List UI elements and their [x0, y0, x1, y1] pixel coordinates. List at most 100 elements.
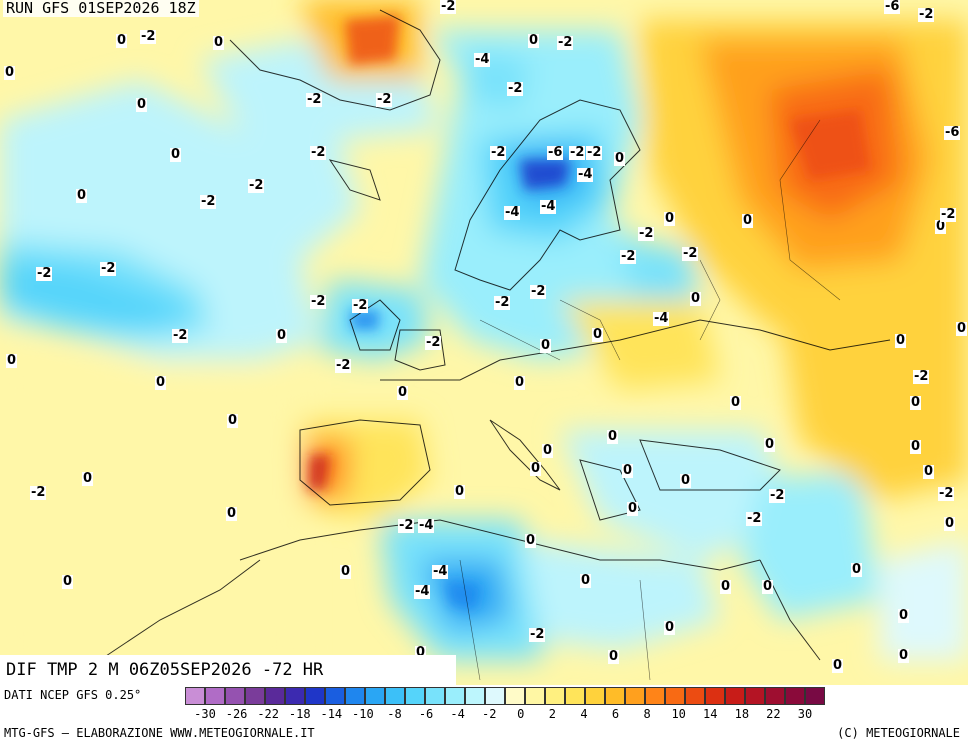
map-value-label: 0: [226, 506, 238, 521]
tick-label: -8: [387, 707, 402, 721]
map-value-label: -4: [414, 584, 431, 599]
tick-label: -30: [194, 707, 216, 721]
map-value-label: 0: [276, 328, 288, 343]
map-value-label: -2: [200, 194, 217, 209]
color-swatch: [745, 687, 765, 705]
map-value-label: 0: [742, 213, 754, 228]
map-value-label: -2: [913, 369, 930, 384]
color-swatch: [665, 687, 685, 705]
credit-left: MTG-GFS — ELABORAZIONE WWW.METEOGIORNALE…: [4, 726, 315, 740]
tick-label: -2: [481, 707, 497, 721]
map-value-label: 0: [116, 33, 128, 48]
map-value-label: 0: [4, 65, 16, 80]
tick-label: -26: [225, 707, 248, 721]
map-value-label: 0: [592, 327, 604, 342]
map-value-label: 0: [910, 395, 922, 410]
map-value-label: 0: [542, 443, 554, 458]
color-swatch: [285, 687, 305, 705]
field-title: DIF TMP 2 M 06Z05SEP2026 -72 HR: [0, 655, 456, 685]
color-swatch: [345, 687, 365, 705]
tick-label: 14: [703, 707, 718, 721]
map-value-label: -6: [547, 145, 564, 160]
map-value-label: 0: [227, 413, 239, 428]
map-value-label: 0: [622, 463, 634, 478]
color-swatch: [805, 687, 825, 705]
map-value-label: -2: [490, 145, 507, 160]
map-value-label: 0: [956, 321, 968, 336]
tick-label: 0: [517, 707, 525, 721]
map-value-label: -2: [172, 328, 189, 343]
map-value-label: 0: [762, 579, 774, 594]
map-value-label: -2: [248, 178, 265, 193]
color-swatch: [185, 687, 205, 705]
color-swatch: [425, 687, 445, 705]
map-value-label: 0: [155, 375, 167, 390]
map-value-label: 0: [627, 501, 639, 516]
map-value-label: -2: [569, 145, 586, 160]
map-value-label: -2: [938, 486, 955, 501]
map-value-label: -2: [682, 246, 699, 261]
map-value-label: 0: [608, 649, 620, 664]
map-value-label: -2: [530, 284, 547, 299]
map-value-label: -2: [638, 226, 655, 241]
map-value-label: 0: [514, 375, 526, 390]
map-value-label: 0: [82, 471, 94, 486]
map-value-label: -2: [425, 335, 442, 350]
map-value-label: -2: [310, 294, 327, 309]
credit-right: (C) METEOGIORNALE: [837, 726, 960, 740]
map-value-label: 0: [895, 333, 907, 348]
map-value-label: 0: [764, 437, 776, 452]
map-value-label: 0: [607, 429, 619, 444]
data-source: DATI NCEP GFS 0.25°: [4, 688, 142, 702]
map-value-label: 0: [213, 35, 225, 50]
map-value-label: 0: [136, 97, 148, 112]
color-swatch: [245, 687, 265, 705]
map-value-label: -2: [940, 207, 957, 222]
color-swatch: [765, 687, 785, 705]
map-value-label: 0: [340, 564, 352, 579]
map-value-label: -2: [507, 81, 524, 96]
map-value-label: -2: [494, 295, 511, 310]
color-swatch: [545, 687, 565, 705]
map-value-label: -6: [944, 125, 961, 140]
map-value-label: -2: [586, 145, 603, 160]
color-swatch: [605, 687, 625, 705]
map-value-label: -2: [529, 627, 546, 642]
tick-label: -14: [320, 707, 343, 721]
map-value-label: -2: [557, 35, 574, 50]
map-value-label: 0: [680, 473, 692, 488]
map-value-label: 0: [540, 338, 552, 353]
color-swatch: [325, 687, 345, 705]
color-swatch: [205, 687, 225, 705]
color-swatch: [405, 687, 425, 705]
map-value-label: 0: [76, 188, 88, 203]
tick-label: -6: [418, 707, 434, 721]
map-value-label: 0: [415, 645, 427, 660]
color-swatch: [705, 687, 725, 705]
map-value-label: -2: [310, 145, 327, 160]
footer: DATI NCEP GFS 0.25° -30 -26 -22 -18 -14 -10 -8…: [0, 685, 968, 745]
color-swatch: [445, 687, 465, 705]
tick-label: 22: [766, 707, 781, 721]
map-value-label: -4: [504, 205, 521, 220]
color-swatch: [225, 687, 245, 705]
tick-label: -22: [257, 707, 279, 721]
color-swatch: [265, 687, 285, 705]
map-value-label: -2: [30, 485, 47, 500]
map-value-label: 0: [170, 147, 182, 162]
map-value-label: -4: [418, 518, 435, 533]
map-value-label: -4: [432, 564, 449, 579]
map-value-label: -2: [398, 518, 415, 533]
color-swatch: [305, 687, 325, 705]
map-value-label: -2: [140, 29, 157, 44]
map-value-label: 0: [525, 533, 537, 548]
color-swatch: [505, 687, 525, 705]
map-value-label: -2: [746, 511, 763, 526]
map-value-label: -6: [884, 0, 901, 14]
map-value-label: 0: [62, 574, 74, 589]
map-value-label: 0: [720, 579, 732, 594]
map-value-label: 0: [580, 573, 592, 588]
map-value-label: -2: [36, 266, 53, 281]
tick-label: 30: [797, 707, 813, 721]
tick-label: 4: [580, 707, 588, 721]
